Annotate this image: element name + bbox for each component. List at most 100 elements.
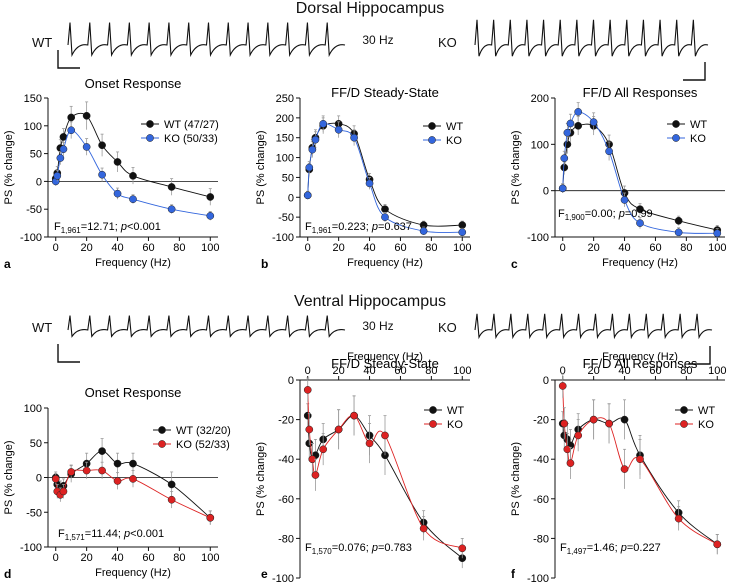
panel-f-y-tick-label: -80 — [533, 533, 549, 545]
panel-e-series-1-point — [419, 524, 428, 533]
panel-b-y-tick-label: 100 — [276, 153, 294, 165]
panel-c-series-1-point — [620, 196, 629, 204]
panel-b-series-0-point — [458, 221, 467, 229]
panel-a-series-1-point — [53, 171, 62, 180]
panel-b-y-tick-label: -100 — [272, 232, 294, 244]
panel-d-y-tick-label: 50 — [30, 438, 42, 450]
panel-b-x-tick-label: 100 — [453, 242, 471, 254]
panel-b-x-tick-label: 60 — [394, 242, 406, 254]
panel-f-series-1-point — [589, 415, 598, 424]
panel-d-legend-marker-0 — [158, 426, 166, 434]
panel-a-y-tick-label: 150 — [24, 93, 42, 105]
panel-f-legend-marker-1 — [680, 420, 688, 428]
scale-bar-ventral-ko — [688, 346, 711, 365]
panel-f-stat-df: 1,497 — [567, 547, 588, 556]
panel-d-series-1-point — [206, 513, 215, 522]
panel-b-legend-marker-1 — [428, 136, 436, 144]
panel-b-title: FF/D Steady-State — [331, 85, 439, 100]
panel-a-y-tick-label: 100 — [24, 121, 42, 133]
panel-a-x-tick-label: 0 — [53, 242, 59, 254]
panel-b-series-0-point — [381, 205, 389, 214]
panel-b-series-1-point — [458, 228, 467, 237]
panel-c-x-tick-label: 100 — [708, 242, 726, 254]
panel-a-y-tick-label: 50 — [30, 149, 42, 161]
panel-c-all-dorsal: FF/D All Responses c 0 20 40 60 80 100 Frequency… — [510, 85, 726, 271]
panel-c-stat-value: =0.00; — [585, 208, 619, 220]
trace-dorsal-wt — [67, 22, 346, 58]
panel-e-x-tick-label: 20 — [333, 365, 345, 377]
panel-e-y-tick-label: -40 — [278, 454, 294, 466]
panel-e-y-tick-label: -60 — [278, 494, 294, 506]
panel-f-y-tick-label: -40 — [533, 454, 549, 466]
panel-f-stat-p-symbol: p — [620, 542, 627, 554]
panel-d-letter: d — [4, 567, 11, 581]
panel-d-series-0-point — [167, 480, 176, 489]
panel-d-series-0-point — [113, 459, 122, 468]
panel-a-series-0-point — [82, 111, 91, 120]
panel-b-series-1-point — [305, 163, 314, 172]
panel-f-series-1-point — [636, 455, 644, 464]
panel-b-y-tick-label: 50 — [282, 172, 294, 184]
panel-f-series-1-point — [674, 514, 683, 523]
panel-a-series-1-point — [56, 154, 65, 162]
panel-b-legend-label-1: KO — [446, 135, 462, 147]
panel-e-series-1-point — [305, 425, 314, 434]
panel-e-series-0-point — [303, 411, 312, 420]
panel-c-series-0-point — [636, 205, 644, 214]
panel-a-stat-df: 1,961 — [61, 226, 82, 235]
panel-b-series-1-point — [311, 135, 320, 144]
panel-a-series-0-point — [206, 193, 215, 201]
panel-b-letter: b — [261, 257, 268, 271]
panel-b-series-1-point — [350, 133, 358, 142]
panel-b-stat-p-value: =0.637 — [378, 221, 412, 233]
panel-a-letter: a — [4, 257, 11, 271]
panel-e-x-label: Frequency (Hz) — [347, 351, 423, 363]
panel-d-series-1-point — [129, 475, 137, 483]
panel-d-stat-p-symbol: p — [123, 528, 130, 540]
panel-d-x-tick-label: 0 — [53, 552, 59, 564]
panel-b-series-1-point — [308, 145, 317, 154]
trace-dorsal-ko — [474, 19, 709, 57]
panel-a-x-tick-label: 80 — [173, 242, 185, 254]
panel-f-x-tick-label: 80 — [680, 365, 692, 377]
panel-b-x-tick-label: 40 — [363, 242, 375, 254]
panel-e-letter: e — [261, 567, 268, 581]
panel-c-title: FF/D All Responses — [583, 85, 698, 100]
panel-a-x-label: Frequency (Hz) — [95, 257, 171, 269]
panel-a-series-0-point — [67, 113, 76, 122]
panel-a-series-1-point — [59, 145, 68, 154]
panel-a-stat-text: F1,961=12.71; p<0.001 — [54, 221, 161, 235]
panel-e-x-tick-label: 100 — [453, 365, 471, 377]
panel-f-stat-value: =1.46; — [587, 542, 621, 554]
panel-a-stat-p-value: <0.001 — [127, 221, 161, 233]
panel-d-stat-text: F1,571=11.44; p<0.001 — [58, 528, 164, 542]
panel-b-x-tick-label: 80 — [425, 242, 437, 254]
panel-e-legend-marker-1 — [429, 420, 437, 428]
panel-f-x-tick-label: 100 — [708, 365, 726, 377]
panel-d-legend-label-1: KO (52/33) — [176, 439, 230, 451]
panel-f-series-1-point — [713, 540, 722, 549]
panel-f-series-1-point — [563, 445, 572, 454]
panel-d-x-label: Frequency (Hz) — [95, 567, 171, 579]
panel-a-series-1-point — [167, 205, 176, 214]
panel-d-y-tick-label: -100 — [20, 542, 42, 554]
panel-c-x-tick-label: 0 — [560, 242, 566, 254]
panel-f-series-1-point — [574, 431, 583, 440]
panel-e-legend-label-0: WT — [447, 405, 464, 417]
panel-c-series-1-point — [560, 154, 569, 163]
recording-traces — [67, 19, 713, 340]
panel-c-series-1-point — [713, 229, 722, 238]
ventral-trace-label-wt: WT — [32, 320, 52, 335]
panel-a-legend-marker-1 — [146, 134, 154, 142]
ventral-trace-label-ko: KO — [438, 320, 457, 335]
panel-a-series-0-point — [113, 158, 122, 166]
panel-c-x-tick-label: 20 — [588, 242, 600, 254]
panel-f-series-1-point — [560, 419, 569, 428]
dorsal-trace-label-ko: KO — [438, 35, 457, 50]
panel-f-series-1-point — [566, 459, 575, 468]
panel-b-series-1-point — [419, 227, 428, 235]
panel-d-y-tick-label: 0 — [36, 473, 42, 485]
panel-d-x-tick-label: 20 — [81, 552, 93, 564]
panel-f-y-tick-label: 0 — [543, 375, 549, 387]
panel-c-y-tick-label: 100 — [531, 139, 549, 151]
